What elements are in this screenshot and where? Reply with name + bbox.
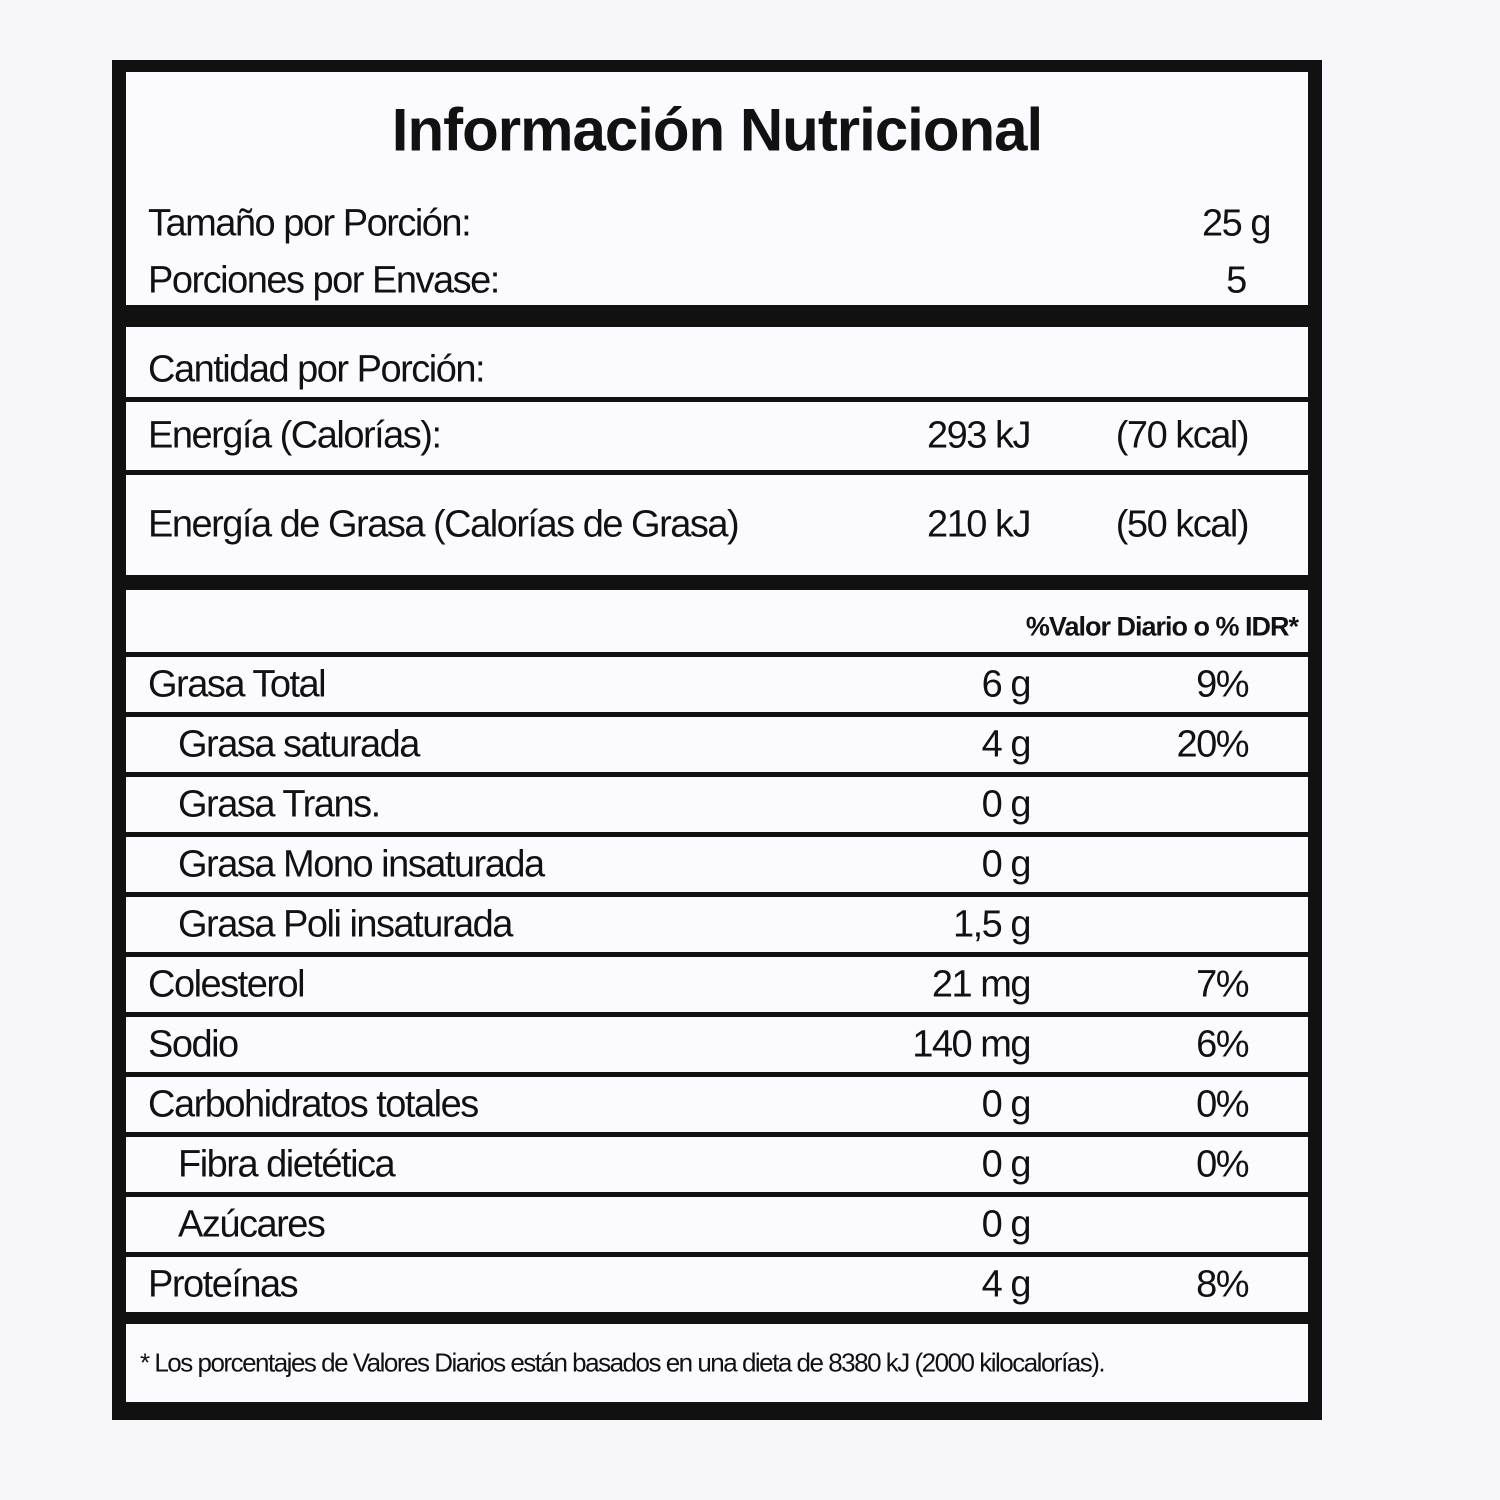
nutrient-amount: 0 g [981,1143,1032,1185]
energy-label: Energía de Grasa (Calorías de Grasa) [148,503,740,546]
nutrient-dv: 9% [1196,663,1249,705]
nutrient-label: Colesterol [148,963,306,1005]
amount-header: Cantidad por Porción: [148,348,486,391]
nutrient-dv: 7% [1196,963,1249,1005]
sub-nutrient-row: Azúcares 0 g [126,1197,1308,1252]
nutrient-label: Fibra dietética [178,1143,396,1185]
energy-section: Cantidad por Porción: Energía (Calorías)… [126,327,1308,575]
nutrient-label: Grasa Mono insaturada [178,843,545,885]
nutrient-label: Sodio [148,1023,239,1065]
nutrient-amount: 4 g [981,1263,1032,1305]
sub-nutrient-row: Grasa Trans. 0 g [126,777,1308,832]
nutrient-label: Carbohidratos totales [148,1083,479,1125]
nutrient-amount: 0 g [981,843,1032,885]
nutrient-label: Grasa Poli insaturada [178,903,513,945]
nutrient-dv: 0% [1196,1083,1249,1125]
nutrition-label: Información Nutricional Tamaño por Porci… [112,60,1322,1420]
serving-label: Tamaño por Porción: [148,202,472,245]
energy-row: Energía de Grasa (Calorías de Grasa) 210 … [126,475,1308,575]
nutrient-label: Grasa Total [148,663,327,705]
nutrient-label: Grasa saturada [178,723,420,765]
nutrient-dv: 8% [1196,1263,1249,1305]
nutrient-label: Grasa Trans. [178,783,381,825]
energy-row: Energía (Calorías): 293 kJ (70 kcal) [126,402,1308,470]
sub-nutrient-row: Grasa Poli insaturada 1,5 g [126,897,1308,952]
nutrient-dv: 20% [1176,723,1249,765]
nutrient-amount: 21 mg [931,963,1032,1005]
sub-nutrient-row: Fibra dietética 0 g 0% [126,1137,1308,1192]
nutrient-row: Carbohidratos totales 0 g 0% [126,1077,1308,1132]
nutrient-dv: 6% [1196,1023,1249,1065]
nutrient-amount: 140 mg [912,1023,1031,1065]
serving-value: 25 g [1202,202,1271,245]
nutrient-label: Azúcares [178,1203,326,1245]
nutrient-amount: 0 g [981,783,1032,825]
sub-nutrient-row: Grasa Mono insaturada 0 g [126,837,1308,892]
serving-label: Porciones por Envase: [148,259,500,302]
nutrient-label: Proteínas [148,1263,299,1305]
nutrient-row: Grasa Total 6 g 9% [126,657,1308,712]
energy-label: Energía (Calorías): [148,414,442,457]
nutrient-row: Sodio 140 mg 6% [126,1017,1308,1072]
energy-kj: 293 kJ [927,414,1031,457]
title: Información Nutricional [391,96,1043,164]
footnote: * Los porcentajes de Valores Diarios est… [140,1347,1106,1378]
nutrient-row: Proteínas 4 g 8% [126,1257,1308,1312]
energy-kcal: (50 kcal) [1115,503,1250,546]
nutrient-amount: 0 g [981,1083,1032,1125]
nutrient-dv: 0% [1196,1143,1249,1185]
sub-nutrient-row: Grasa saturada 4 g 20% [126,717,1308,772]
nutrient-amount: 1,5 g [952,903,1032,945]
nutrient-amount: 0 g [981,1203,1032,1245]
nutrient-amount: 6 g [981,663,1032,705]
serving-section: Información Nutricional Tamaño por Porci… [126,72,1308,305]
nutrient-row: Colesterol 21 mg 7% [126,957,1308,1012]
serving-value: 5 [1226,259,1247,302]
dv-header-row: %Valor Diario o % IDR* [126,590,1308,652]
nutrient-section: %Valor Diario o % IDR* Grasa Total 6 g 9% G… [126,590,1308,1312]
nutrient-amount: 4 g [981,723,1032,765]
energy-kj: 210 kJ [927,503,1031,546]
dv-header: %Valor Diario o % IDR* [1025,611,1299,642]
energy-kcal: (70 kcal) [1115,414,1250,457]
amount-header-row: Cantidad por Porción: [126,327,1308,397]
footnote-row: * Los porcentajes de Valores Diarios est… [126,1324,1308,1402]
